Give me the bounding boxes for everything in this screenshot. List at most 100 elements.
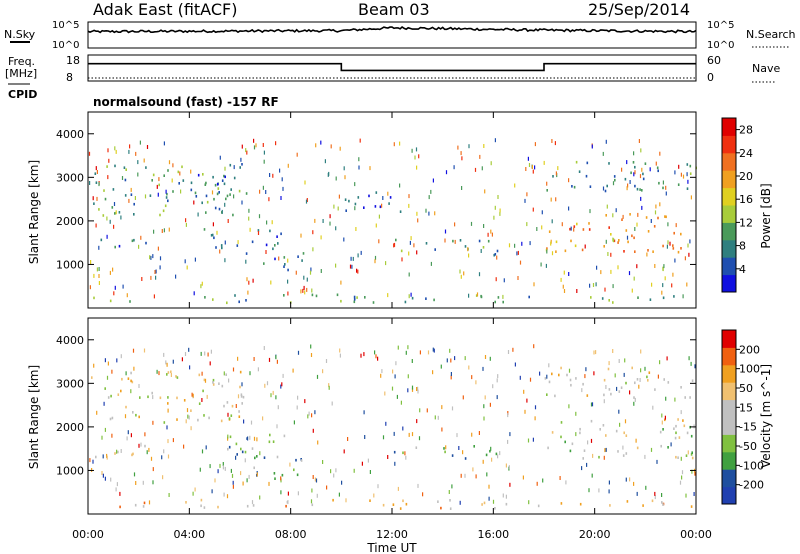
heatmap-speckle	[527, 156, 529, 161]
heatmap-speckle	[312, 475, 314, 479]
heatmap-speckle	[542, 478, 544, 483]
heatmap-speckle	[128, 149, 130, 154]
heatmap-cell	[615, 429, 618, 433]
nsky-tick-high: 10^5	[52, 20, 79, 31]
heatmap-speckle	[333, 204, 335, 209]
x-tick-label: 00:00	[680, 528, 712, 541]
heatmap-speckle	[646, 252, 648, 257]
heatmap-speckle	[430, 189, 432, 194]
heatmap-speckle	[287, 163, 289, 168]
heatmap-speckle	[150, 275, 152, 280]
heatmap-speckle	[92, 459, 94, 464]
velocity-y-axis: 1000 2000 3000 4000	[56, 334, 696, 477]
heatmap-cell	[415, 446, 418, 449]
heatmap-cell	[582, 228, 585, 231]
heatmap-speckle	[259, 189, 261, 194]
heatmap-speckle	[486, 472, 488, 477]
heatmap-speckle	[165, 360, 167, 365]
heatmap-speckle	[666, 244, 668, 249]
heatmap-speckle	[275, 141, 277, 146]
heatmap-cell	[163, 174, 165, 177]
heatmap-speckle	[499, 208, 501, 213]
heatmap-speckle	[93, 273, 95, 278]
heatmap-speckle	[652, 405, 654, 410]
heatmap-speckle	[467, 247, 469, 252]
y-tick-label: 3000	[56, 171, 84, 184]
heatmap-cell	[216, 192, 219, 196]
heatmap-speckle	[102, 473, 104, 478]
heatmap-cell	[129, 300, 131, 303]
heatmap-cell	[104, 197, 107, 201]
heatmap-cell	[495, 452, 498, 456]
heatmap-cell	[581, 248, 584, 252]
heatmap-cell	[680, 386, 682, 389]
heatmap-speckle	[445, 170, 448, 175]
heatmap-cell	[665, 215, 667, 219]
heatmap-cell	[589, 185, 592, 188]
heatmap-cell	[641, 189, 643, 192]
heatmap-speckle	[387, 191, 389, 196]
heatmap-cell	[119, 505, 121, 509]
heatmap-speckle	[678, 164, 680, 169]
heatmap-cell	[281, 473, 284, 477]
heatmap-speckle	[414, 155, 416, 160]
heatmap-cell	[203, 414, 205, 417]
heatmap-cell	[221, 384, 224, 388]
heatmap-speckle	[124, 414, 127, 419]
heatmap-cell	[220, 419, 223, 423]
heatmap-cell	[125, 405, 127, 409]
heatmap-cell	[608, 226, 610, 229]
heatmap-cell	[604, 189, 607, 193]
heatmap-speckle	[250, 420, 253, 425]
heatmap-cell	[176, 396, 178, 400]
heatmap-speckle	[413, 243, 415, 248]
heatmap-cell	[176, 376, 179, 379]
heatmap-speckle	[687, 450, 689, 455]
heatmap-speckle	[266, 220, 268, 225]
colorbar-swatch	[722, 257, 736, 276]
heatmap-speckle	[232, 367, 235, 372]
heatmap-speckle	[604, 448, 606, 453]
heatmap-speckle	[107, 361, 109, 366]
heatmap-speckle	[637, 212, 639, 217]
heatmap-cell	[130, 371, 132, 375]
colorbar-swatch	[722, 399, 736, 418]
heatmap-cell	[399, 210, 402, 213]
heatmap-speckle	[110, 477, 112, 482]
nsky-series-line	[87, 25, 697, 34]
heatmap-speckle	[543, 160, 545, 165]
heatmap-speckle	[633, 481, 635, 486]
heatmap-speckle	[651, 282, 653, 287]
heatmap-speckle	[241, 382, 243, 387]
heatmap-cell	[226, 194, 229, 198]
heatmap-speckle	[138, 244, 140, 249]
heatmap-speckle	[126, 436, 128, 441]
heatmap-speckle	[304, 290, 306, 295]
heatmap-speckle	[416, 419, 418, 424]
heatmap-cell	[332, 498, 334, 502]
heatmap-speckle	[488, 496, 490, 501]
heatmap-cell	[117, 393, 120, 396]
heatmap-cell	[251, 240, 254, 244]
heatmap-speckle	[428, 211, 430, 216]
heatmap-cell	[590, 419, 593, 423]
heatmap-speckle	[167, 408, 169, 413]
heatmap-speckle	[345, 498, 347, 503]
heatmap-cell	[232, 213, 234, 217]
heatmap-cell	[164, 204, 167, 208]
heatmap-speckle	[688, 356, 690, 361]
heatmap-speckle	[172, 438, 174, 443]
heatmap-speckle	[166, 362, 168, 367]
heatmap-speckle	[113, 291, 115, 296]
heatmap-speckle	[505, 463, 507, 468]
heatmap-speckle	[107, 148, 109, 153]
heatmap-speckle	[270, 280, 272, 285]
heatmap-speckle	[304, 399, 306, 404]
heatmap-cell	[608, 388, 611, 391]
heatmap-cell	[548, 230, 551, 233]
heatmap-cell	[610, 392, 612, 396]
heatmap-speckle	[596, 265, 598, 270]
heatmap-speckle	[507, 411, 509, 415]
heatmap-speckle	[163, 449, 165, 454]
heatmap-speckle	[153, 294, 155, 299]
